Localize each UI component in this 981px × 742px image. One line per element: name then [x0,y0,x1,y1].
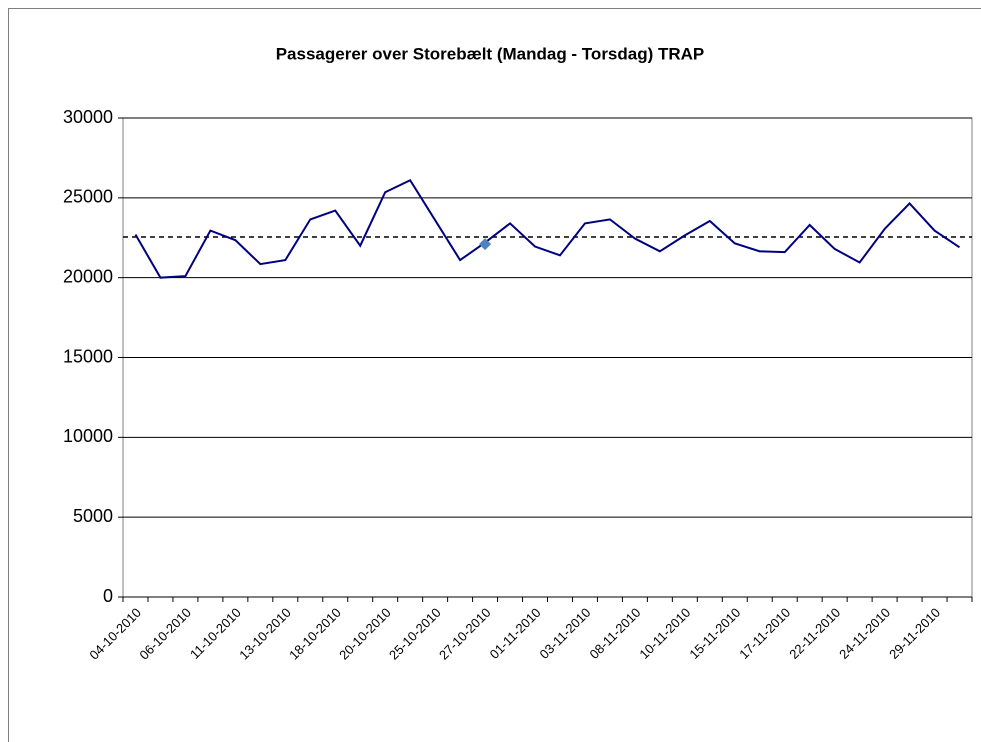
series-line [134,178,961,279]
y-tick-label: 15000 [63,346,113,366]
y-tick-label: 10000 [63,426,113,446]
point-marker [479,238,492,251]
chart-title: Passagerer over Storebælt (Mandag - Tors… [276,44,705,63]
y-tick-label: 30000 [63,107,113,127]
y-tick-label: 20000 [63,266,113,286]
y-tick-label: 25000 [63,187,113,207]
y-tick-label: 5000 [73,506,113,526]
y-tick-label: 0 [103,586,113,606]
